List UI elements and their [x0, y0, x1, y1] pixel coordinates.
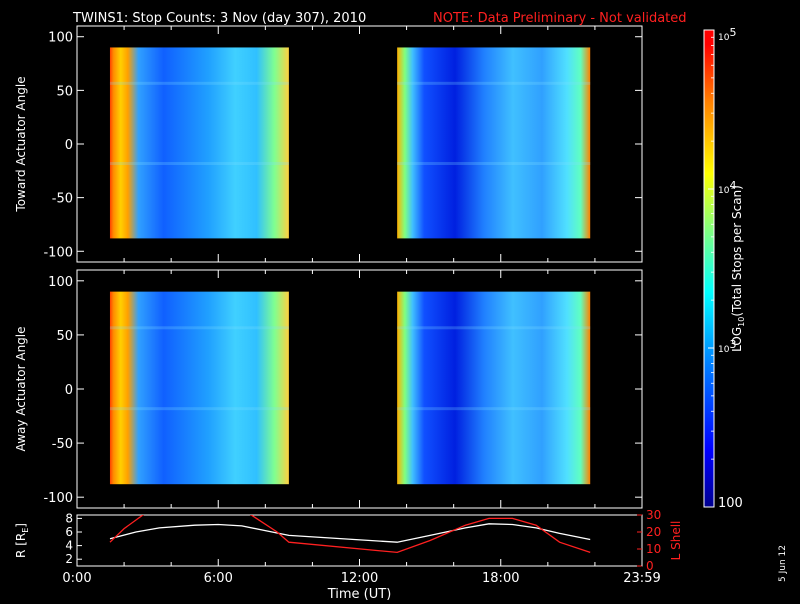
heatmap-block — [109, 47, 289, 239]
heatmap-streak — [109, 162, 289, 166]
left-axis-label: R [RE] — [14, 523, 30, 558]
heatmap-block — [397, 47, 591, 239]
colorbar-tick-base: 100 — [718, 496, 743, 511]
colorbar-label-suffix: (Total Stops per Scan) — [730, 185, 744, 316]
colorbar-label-prefix: LOG — [730, 327, 744, 352]
colorbar-tick-exp: 5 — [729, 26, 736, 39]
colorbar-tick-exp: 3 — [729, 338, 736, 351]
colorbar-tick-base: 10 — [718, 345, 730, 355]
r-series-line — [109, 523, 591, 543]
colorbar-tick-label: 105 — [718, 26, 736, 43]
colorbar-tick-base: 10 — [718, 33, 730, 43]
y-tick-label: -50 — [52, 192, 73, 207]
heatmap-block — [397, 291, 591, 485]
left-y-tick-label: 8 — [65, 511, 73, 525]
x-tick-label: 6:00 — [204, 571, 233, 586]
heatmap-streak — [109, 81, 289, 85]
right-y-tick-label: 20 — [646, 525, 661, 539]
colorbar-tick-exp: 4 — [729, 179, 736, 192]
left-y-tick-label: 4 — [65, 539, 73, 553]
x-tick-label: 23:59 — [623, 571, 660, 586]
y-tick-label: -100 — [43, 491, 73, 506]
left-axis-label-sub: E — [21, 528, 30, 533]
preliminary-note: NOTE: Data Preliminary - Not validated — [433, 11, 687, 26]
left-axis-label-end: ] — [14, 523, 28, 528]
heatmap-streak — [109, 326, 289, 330]
heatmap-block — [109, 291, 289, 485]
colorbar-tick-base: 10 — [718, 186, 730, 196]
y-tick-label: 100 — [48, 275, 73, 290]
left-axis-label-main: R [R — [14, 533, 28, 558]
y-axis-label: Away Actuator Angle — [14, 326, 28, 451]
colorbar-label: LOG10(Total Stops per Scan) — [730, 185, 746, 352]
heatmap-streak — [397, 162, 591, 166]
colorbar-tick-label: 104 — [718, 179, 736, 196]
right-axis-label: L Shell — [669, 521, 683, 561]
y-axis-label: Toward Actuator Angle — [14, 76, 28, 212]
y-tick-label: -50 — [52, 437, 73, 452]
colorbar-label-sub: 10 — [737, 317, 746, 327]
heatmap-streak — [397, 326, 591, 330]
colorbar-tick-label: 103 — [718, 338, 736, 355]
heatmap-streak — [109, 407, 289, 411]
y-tick-label: 100 — [48, 31, 73, 46]
heatmap-panel-2: 100 50 0 -50 -100 Away Actuator Angle — [14, 269, 643, 509]
lshell-series-line — [109, 515, 591, 554]
y-tick-label: 50 — [56, 84, 73, 99]
x-tick-label: 0:00 — [62, 571, 91, 586]
right-y-tick-label: 30 — [646, 508, 661, 522]
x-tick-label: 12:00 — [341, 571, 378, 586]
y-tick-label: 0 — [65, 138, 73, 153]
figure-title: TWINS1: Stop Counts: 3 Nov (day 307), 20… — [72, 11, 366, 26]
y-tick-label: -100 — [43, 245, 73, 260]
x-tick-label: 18:00 — [482, 571, 519, 586]
right-y-tick-label: 0 — [646, 559, 654, 573]
left-y-tick-label: 2 — [65, 552, 73, 566]
right-y-tick-label: 10 — [646, 542, 661, 556]
date-stamp: 5 Jun 12 — [778, 545, 788, 582]
colorbar-gradient — [703, 29, 715, 508]
heatmap-streak — [397, 81, 591, 85]
y-tick-label: 0 — [65, 383, 73, 398]
left-y-tick-label: 6 — [65, 525, 73, 539]
colorbar-tick-label: 100 — [718, 496, 743, 511]
heatmap-streak — [397, 407, 591, 411]
heatmap-panel-1: 100 50 0 -50 -100 Toward Actuator Angle — [14, 25, 643, 263]
y-tick-label: 50 — [56, 329, 73, 344]
x-axis-label: Time (UT) — [327, 587, 392, 600]
